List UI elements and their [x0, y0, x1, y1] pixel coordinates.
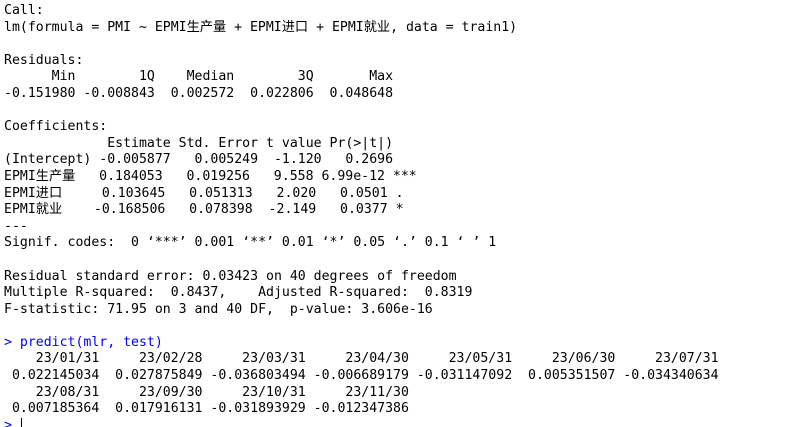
console-output-line	[4, 252, 802, 269]
console-output-line: Min 1Q Median 3Q Max	[4, 69, 401, 85]
console-output-line	[4, 318, 802, 335]
console-output-line: EPMI就业 -0.168506 0.078398 -2.149 0.0377 …	[4, 202, 420, 218]
console-output-line: lm(formula = PMI ~ EPMI生产量 + EPMI进口 + EP…	[4, 19, 518, 35]
console-output-line: EPMI进口 0.103645 0.051313 2.020 0.0501 .	[4, 185, 420, 201]
console-lines: Call: lm(formula = PMI ~ EPMI生产量 + EPMI进口…	[4, 3, 802, 418]
console-output-line: Residual standard error: 0.03423 on 40 d…	[4, 268, 457, 284]
console-output-line: 0.007185364 0.017916131 -0.031893929 -0.…	[4, 401, 417, 417]
console-prompt-line[interactable]: >	[4, 417, 802, 427]
r-console-output: Call: lm(formula = PMI ~ EPMI生产量 + EPMI进口…	[4, 3, 802, 427]
console-input-line: > predict(mlr, test)	[4, 334, 163, 350]
console-output-line: 23/01/31 23/02/28 23/03/31 23/04/30 23/0…	[4, 351, 727, 367]
console-output-line: -0.151980 -0.008843 0.002572 0.022806 0.…	[4, 85, 401, 101]
console-output-line: Multiple R-squared: 0.8437, Adjusted R-s…	[4, 285, 481, 301]
text-cursor	[20, 417, 22, 427]
console-output-line: 23/08/31 23/09/30 23/10/31 23/11/30	[4, 384, 417, 400]
console-output-line: ---	[4, 218, 28, 234]
console-output-line	[4, 103, 802, 120]
console-output-line: 0.022145034 0.027875849 -0.036803494 -0.…	[4, 368, 727, 384]
console-output-line: Call:	[4, 3, 44, 18]
console-output-line: Signif. codes: 0 ‘***’ 0.001 ‘**’ 0.01 ‘…	[4, 235, 497, 251]
console-output-line	[4, 36, 802, 53]
console-output-line: F-statistic: 71.95 on 3 and 40 DF, p-val…	[4, 301, 433, 317]
console-output-line: EPMI生产量 0.184053 0.019256 9.558 6.99e-12…	[4, 168, 417, 184]
console-prompt: >	[4, 417, 20, 427]
console-output-line: Estimate Std. Error t value Pr(>|t|)	[4, 135, 425, 151]
console-output-line: Coefficients:	[4, 119, 108, 135]
console-output-line: Residuals:	[4, 52, 84, 68]
console-output-line: (Intercept) -0.005877 0.005249 -1.120 0.…	[4, 152, 425, 168]
